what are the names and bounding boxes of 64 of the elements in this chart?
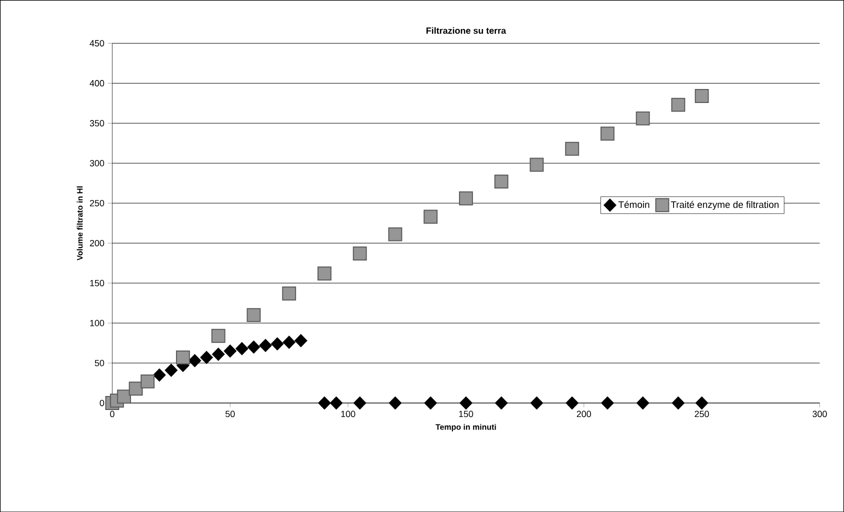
point — [388, 227, 402, 242]
y-tick-label: 50 — [94, 360, 104, 366]
point — [294, 334, 308, 348]
point — [211, 328, 226, 343]
point — [282, 335, 296, 349]
point — [117, 390, 131, 404]
x-tick-label: 150 — [459, 410, 474, 418]
y-tick-label: 100 — [90, 320, 104, 326]
point — [318, 396, 331, 410]
point — [671, 98, 686, 112]
point — [259, 338, 272, 352]
point — [200, 350, 214, 364]
point — [224, 344, 237, 358]
point — [282, 286, 296, 300]
point — [424, 396, 438, 410]
point — [388, 396, 402, 410]
point — [318, 266, 332, 280]
point — [636, 111, 650, 126]
point — [695, 396, 708, 410]
y-tick-label: 350 — [90, 120, 104, 126]
point — [694, 88, 709, 103]
point — [565, 142, 580, 156]
point — [152, 368, 166, 382]
point — [494, 396, 508, 410]
y-tick-label: 450 — [90, 40, 104, 46]
y-tick-label: 400 — [90, 80, 104, 86]
point — [600, 126, 614, 140]
point — [459, 396, 472, 410]
y-tick-label: 200 — [90, 240, 104, 246]
point — [459, 191, 473, 206]
legend-label: Témoin — [618, 200, 650, 208]
point — [270, 337, 284, 350]
point — [212, 347, 225, 361]
point — [176, 350, 190, 364]
x-tick-label: 250 — [694, 410, 709, 418]
y-tick-label: 250 — [90, 200, 104, 206]
point — [164, 363, 178, 377]
y-tick-label: 300 — [90, 160, 104, 166]
point — [352, 246, 367, 260]
point — [566, 396, 579, 410]
point — [672, 396, 685, 410]
y-tick-label: 0 — [100, 400, 104, 406]
point — [140, 374, 155, 388]
x-tick-label: 200 — [576, 410, 592, 418]
point — [600, 396, 614, 410]
y-tick-label: 150 — [90, 280, 104, 286]
x-tick-label: 300 — [812, 410, 827, 418]
point — [247, 340, 260, 354]
point — [188, 354, 202, 368]
x-tick-label: 50 — [226, 410, 235, 418]
point — [128, 382, 143, 396]
point — [353, 396, 366, 410]
point — [330, 396, 343, 410]
point — [246, 308, 261, 322]
x-tick-label: 100 — [341, 410, 356, 418]
point — [235, 342, 248, 356]
point — [636, 396, 650, 410]
point — [424, 210, 438, 224]
x-tick-label: 0 — [110, 410, 114, 418]
point — [530, 396, 544, 410]
chart-title: Filtrazione su terra — [426, 27, 506, 34]
point — [494, 174, 508, 188]
point — [530, 158, 544, 172]
legend-label: Traité enzyme de filtration — [670, 200, 779, 210]
